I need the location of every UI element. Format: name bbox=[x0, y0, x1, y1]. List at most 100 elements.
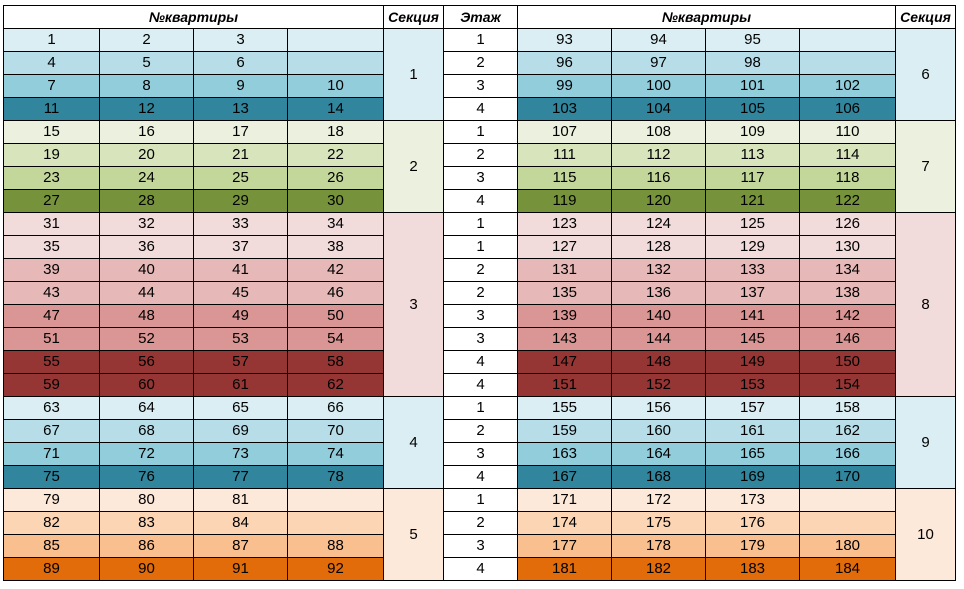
floor-cell: 1 bbox=[443, 396, 518, 420]
apartment-cell: 52 bbox=[99, 327, 194, 351]
table-row: 43 44 45 46 2 135 136 137 138 bbox=[3, 281, 956, 305]
section-cell: 8 bbox=[895, 212, 956, 397]
apartment-cell: 182 bbox=[611, 557, 706, 581]
apartment-cell: 94 bbox=[611, 28, 706, 52]
apartment-cell: 71 bbox=[3, 442, 100, 466]
apartment-cell: 91 bbox=[193, 557, 288, 581]
floor-cell: 3 bbox=[443, 74, 518, 98]
apartment-cell: 140 bbox=[611, 304, 706, 328]
apartment-cell: 23 bbox=[3, 166, 100, 190]
apartment-cell bbox=[287, 51, 384, 75]
apartment-cell: 27 bbox=[3, 189, 100, 213]
apartment-cell: 184 bbox=[799, 557, 896, 581]
table-row: 75 76 77 78 4 167 168 169 170 bbox=[3, 465, 956, 489]
apartment-cell: 57 bbox=[193, 350, 288, 374]
floor-cell: 2 bbox=[443, 419, 518, 443]
apartment-cell: 111 bbox=[517, 143, 612, 167]
apartment-cell: 28 bbox=[99, 189, 194, 213]
apartment-cell bbox=[287, 511, 384, 535]
apartment-cell: 173 bbox=[705, 488, 800, 512]
apartment-cell: 83 bbox=[99, 511, 194, 535]
apartment-cell: 135 bbox=[517, 281, 612, 305]
floor-cell: 1 bbox=[443, 235, 518, 259]
apartment-cell: 177 bbox=[517, 534, 612, 558]
apartment-cell: 93 bbox=[517, 28, 612, 52]
header-section-left: Секция bbox=[383, 5, 444, 29]
apartment-cell: 157 bbox=[705, 396, 800, 420]
apartment-cell: 82 bbox=[3, 511, 100, 535]
header-row: №квартиры Секция Этаж №квартиры Секция bbox=[3, 5, 956, 29]
floor-cell: 3 bbox=[443, 534, 518, 558]
apartment-cell: 44 bbox=[99, 281, 194, 305]
table-row: 35 36 37 38 1 127 128 129 130 bbox=[3, 235, 956, 259]
apartment-cell: 12 bbox=[99, 97, 194, 121]
apartment-cell: 3 bbox=[193, 28, 288, 52]
apartment-cell: 105 bbox=[705, 97, 800, 121]
apartment-cell: 60 bbox=[99, 373, 194, 397]
apartment-cell: 107 bbox=[517, 120, 612, 144]
apartment-cell: 61 bbox=[193, 373, 288, 397]
apartment-cell: 174 bbox=[517, 511, 612, 535]
header-floor: Этаж bbox=[443, 5, 518, 29]
apartment-cell: 85 bbox=[3, 534, 100, 558]
apartment-cell: 147 bbox=[517, 350, 612, 374]
floor-cell: 3 bbox=[443, 304, 518, 328]
floor-cell: 1 bbox=[443, 212, 518, 236]
apartment-cell: 146 bbox=[799, 327, 896, 351]
apartment-cell bbox=[799, 511, 896, 535]
apartment-cell: 22 bbox=[287, 143, 384, 167]
apartment-cell: 144 bbox=[611, 327, 706, 351]
table-row: 1 2 3 1 1 93 94 95 6 bbox=[3, 28, 956, 121]
floor-cell: 2 bbox=[443, 281, 518, 305]
apartment-cell: 159 bbox=[517, 419, 612, 443]
apartment-cell: 9 bbox=[193, 74, 288, 98]
apartment-cell: 103 bbox=[517, 97, 612, 121]
apartment-cell: 149 bbox=[705, 350, 800, 374]
apartment-cell: 139 bbox=[517, 304, 612, 328]
header-section-right: Секция bbox=[895, 5, 956, 29]
apartment-cell: 129 bbox=[705, 235, 800, 259]
apartment-cell: 100 bbox=[611, 74, 706, 98]
apartment-cell: 34 bbox=[287, 212, 384, 236]
apartment-cell: 30 bbox=[287, 189, 384, 213]
apartment-cell: 55 bbox=[3, 350, 100, 374]
table-row: 27 28 29 30 4 119 120 121 122 bbox=[3, 189, 956, 213]
apartment-cell: 15 bbox=[3, 120, 100, 144]
apartment-cell: 131 bbox=[517, 258, 612, 282]
apartment-cell: 92 bbox=[287, 557, 384, 581]
apartment-cell: 160 bbox=[611, 419, 706, 443]
apartment-cell: 136 bbox=[611, 281, 706, 305]
apartment-cell: 69 bbox=[193, 419, 288, 443]
floor-cell: 2 bbox=[443, 51, 518, 75]
table-row: 11 12 13 14 4 103 104 105 106 bbox=[3, 97, 956, 121]
apartment-cell: 8 bbox=[99, 74, 194, 98]
apartment-cell: 101 bbox=[705, 74, 800, 98]
apartment-cell: 21 bbox=[193, 143, 288, 167]
apartment-cell: 40 bbox=[99, 258, 194, 282]
apartment-cell: 80 bbox=[99, 488, 194, 512]
apartment-cell: 163 bbox=[517, 442, 612, 466]
apartment-cell: 4 bbox=[3, 51, 100, 75]
apartment-cell: 122 bbox=[799, 189, 896, 213]
apartment-cell: 87 bbox=[193, 534, 288, 558]
floor-cell: 4 bbox=[443, 189, 518, 213]
apartment-cell: 143 bbox=[517, 327, 612, 351]
section-cell: 2 bbox=[383, 120, 444, 213]
apartment-cell: 68 bbox=[99, 419, 194, 443]
apartment-cell: 179 bbox=[705, 534, 800, 558]
apartment-cell: 14 bbox=[287, 97, 384, 121]
apartment-cell: 50 bbox=[287, 304, 384, 328]
floor-cell: 4 bbox=[443, 557, 518, 581]
table-row: 71 72 73 74 3 163 164 165 166 bbox=[3, 442, 956, 466]
apartment-cell: 67 bbox=[3, 419, 100, 443]
apartment-cell: 124 bbox=[611, 212, 706, 236]
apartment-cell: 56 bbox=[99, 350, 194, 374]
apartment-cell: 132 bbox=[611, 258, 706, 282]
section-cell: 1 bbox=[383, 28, 444, 121]
apartment-cell: 134 bbox=[799, 258, 896, 282]
apartment-cell: 175 bbox=[611, 511, 706, 535]
apartment-cell: 6 bbox=[193, 51, 288, 75]
apartment-cell: 141 bbox=[705, 304, 800, 328]
apartment-cell: 24 bbox=[99, 166, 194, 190]
apartment-cell: 109 bbox=[705, 120, 800, 144]
